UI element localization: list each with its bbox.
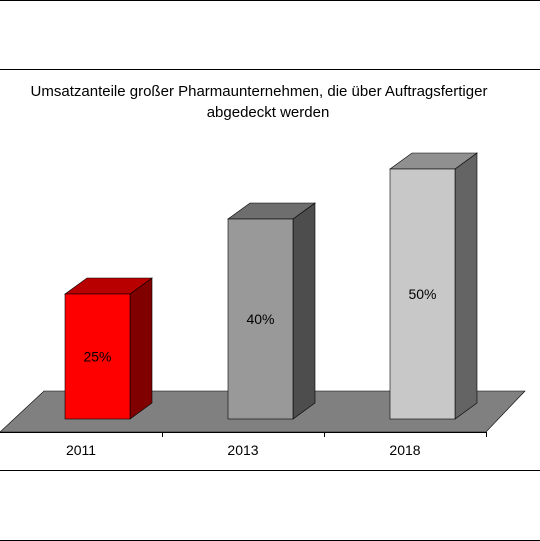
x-tick-label-2011: 2011: [66, 442, 96, 458]
chart-title-line2: abgedeckt werden: [207, 104, 330, 121]
bar-side-2013: [292, 202, 316, 420]
chart-title-line1: Umsatzanteile großer Pharmaunternehmen, …: [31, 83, 488, 100]
bar-2011: [64, 293, 131, 420]
data-label-2018: 50%: [408, 286, 436, 302]
bars-group: 25% 40% 50%: [64, 152, 478, 420]
x-tick-label-2013: 2013: [227, 442, 258, 458]
data-label-2011: 25%: [83, 349, 111, 365]
data-label-2013: 40%: [246, 311, 274, 327]
bar-side-2011: [129, 277, 153, 420]
bar-side-2018: [454, 152, 478, 420]
bar-2013: [227, 218, 294, 420]
bar-2018: [389, 168, 456, 420]
x-tick-label-2018: 2018: [389, 442, 420, 458]
